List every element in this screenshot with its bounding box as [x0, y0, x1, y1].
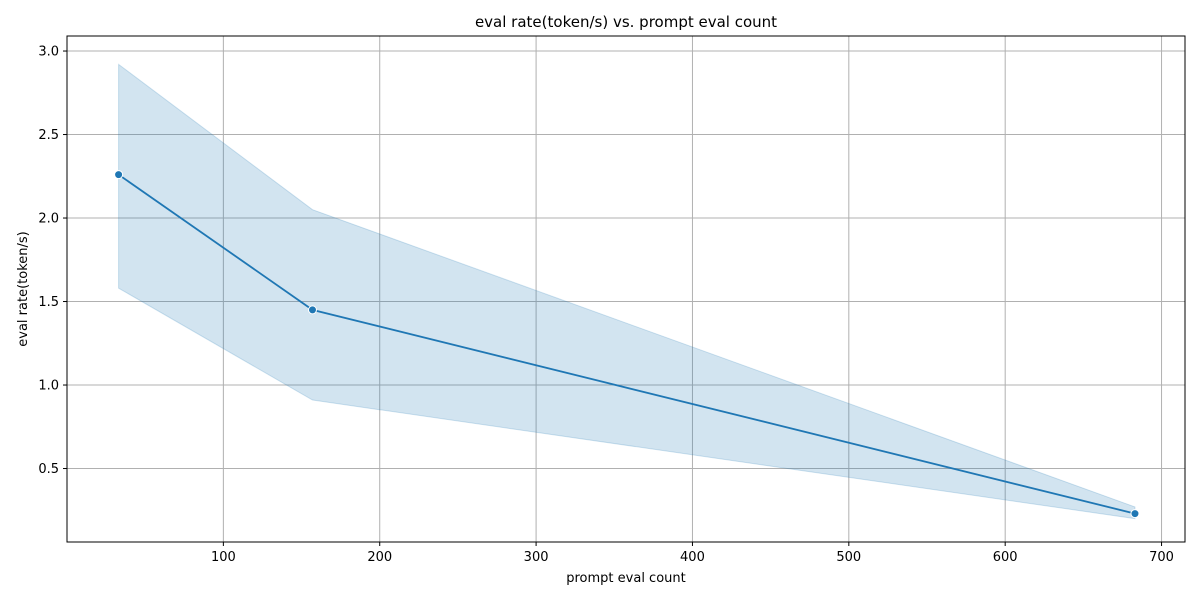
x-axis-ticks: 100 200 300 400 500 600 700	[211, 542, 1174, 565]
y-tick-label: 2.5	[38, 128, 59, 143]
x-tick-label: 600	[993, 550, 1018, 565]
x-tick-label: 200	[367, 550, 392, 565]
data-point	[114, 170, 124, 180]
y-tick-label: 3.0	[38, 45, 59, 60]
y-axis-ticks: 0.5 1.0 1.5 2.0 2.5 3.0	[38, 45, 67, 477]
x-tick-label: 300	[524, 550, 549, 565]
confidence-band	[118, 63, 1136, 520]
y-tick-label: 1.0	[38, 379, 59, 394]
y-axis-label: eval rate(token/s)	[16, 231, 31, 346]
x-tick-label: 400	[680, 550, 705, 565]
chart-title: eval rate(token/s) vs. prompt eval count	[475, 13, 777, 31]
x-tick-label: 500	[836, 550, 861, 565]
x-tick-label: 700	[1149, 550, 1174, 565]
confidence-band-layer	[118, 63, 1136, 520]
y-tick-label: 2.0	[38, 212, 59, 227]
data-point	[307, 305, 317, 315]
x-axis-label: prompt eval count	[566, 571, 686, 586]
plot-frame	[66, 35, 1186, 543]
x-tick-label: 100	[211, 550, 236, 565]
y-tick-label: 0.5	[38, 462, 59, 477]
data-point-layer	[114, 170, 1140, 519]
grid	[67, 36, 1185, 542]
y-tick-label: 1.5	[38, 295, 59, 310]
data-point	[1130, 509, 1140, 519]
